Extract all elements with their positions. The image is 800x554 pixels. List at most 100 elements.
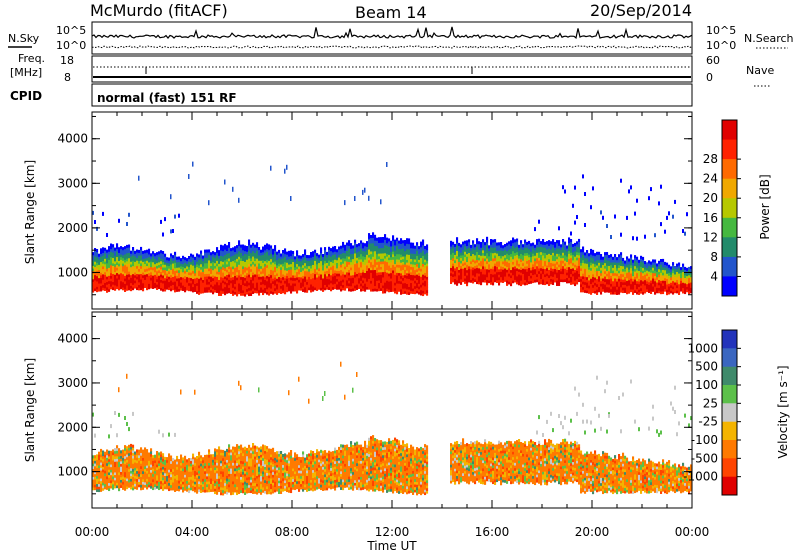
- echo-cell: [130, 258, 133, 262]
- echo-cell: [640, 258, 643, 262]
- colorbar-swatch: [722, 139, 737, 160]
- echo-cell: [484, 263, 487, 267]
- echo-cell: [486, 260, 489, 264]
- echo-cell: [172, 268, 175, 272]
- echo-cell: [424, 283, 427, 287]
- echo-cell: [178, 256, 181, 260]
- echo-cell: [402, 264, 405, 268]
- echo-cell: [328, 273, 331, 277]
- echo-cell: [190, 280, 193, 284]
- echo-cell: [118, 412, 120, 417]
- echo-cell: [612, 262, 615, 266]
- echo-cell: [590, 254, 593, 258]
- echo-cell: [426, 289, 429, 293]
- echo-cell: [546, 257, 549, 261]
- echo-cell: [396, 261, 399, 265]
- echo-cell: [226, 282, 229, 286]
- echo-cell: [470, 277, 473, 281]
- echo-cell: [360, 277, 363, 281]
- echo-cell: [360, 245, 363, 249]
- echo-cell: [252, 253, 255, 257]
- echo-cell: [150, 258, 153, 262]
- echo-cell: [286, 270, 289, 274]
- echo-cell: [248, 290, 251, 294]
- echo-cell: [368, 283, 371, 287]
- echo-cell: [470, 247, 473, 251]
- echo-cell: [388, 246, 391, 250]
- echo-cell: [530, 245, 533, 249]
- echo-cell: [488, 250, 491, 254]
- echo-cell: [498, 258, 501, 262]
- echo-cell: [102, 274, 105, 278]
- echo-cell: [388, 273, 391, 277]
- echo-cell: [374, 256, 377, 260]
- echo-cell: [570, 255, 573, 259]
- echo-cell: [352, 253, 355, 257]
- echo-cell: [116, 479, 119, 483]
- echo-cell: [350, 259, 353, 263]
- echo-cell: [402, 282, 405, 286]
- echo-cell: [92, 481, 95, 485]
- echo-cell: [360, 285, 363, 289]
- echo-cell: [92, 484, 95, 488]
- echo-cell: [582, 270, 585, 274]
- echo-cell: [570, 268, 573, 272]
- echo-cell: [546, 275, 549, 279]
- echo-cell: [240, 290, 243, 294]
- echo-cell: [540, 259, 543, 263]
- echo-cell: [278, 266, 281, 270]
- echo-cell: [166, 273, 169, 277]
- echo-cell: [578, 265, 581, 269]
- echo-cell: [466, 248, 469, 252]
- echo-cell: [174, 257, 177, 261]
- echo-cell: [238, 291, 241, 295]
- echo-cell: [136, 249, 139, 253]
- echo-cell: [570, 231, 572, 236]
- echo-cell: [622, 273, 625, 277]
- echo-cell: [666, 278, 669, 282]
- echo-cell: [180, 279, 183, 283]
- echo-cell: [490, 247, 493, 251]
- echo-cell: [588, 261, 591, 265]
- echo-cell: [138, 279, 141, 283]
- echo-cell: [626, 261, 629, 265]
- echo-cell: [342, 276, 345, 280]
- echo-cell: [104, 457, 107, 461]
- echo-cell: [668, 288, 671, 292]
- echo-cell: [98, 280, 101, 284]
- echo-cell: [622, 279, 625, 283]
- echo-cell: [94, 476, 97, 480]
- echo-cell: [682, 266, 685, 270]
- echo-cell: [376, 275, 379, 279]
- echo-cell: [322, 256, 325, 260]
- echo-cell: [364, 259, 367, 263]
- echo-cell: [358, 259, 361, 263]
- echo-cell: [228, 282, 231, 286]
- echo-cell: [96, 488, 99, 492]
- echo-cell: [638, 289, 641, 293]
- echo-cell: [686, 267, 689, 271]
- echo-cell: [178, 259, 181, 263]
- echo-cell: [392, 237, 395, 241]
- echo-cell: [454, 246, 457, 250]
- echo-cell: [102, 461, 105, 465]
- echo-cell: [600, 280, 603, 284]
- echo-cell: [326, 254, 329, 258]
- echo-cell: [574, 185, 576, 190]
- echo-cell: [644, 266, 647, 270]
- echo-cell: [546, 246, 549, 250]
- echo-cell: [202, 255, 205, 259]
- echo-cell: [210, 278, 213, 282]
- echo-cell: [340, 275, 343, 279]
- echo-cell: [218, 282, 221, 286]
- echo-cell: [536, 276, 539, 280]
- echo-cell: [126, 282, 129, 286]
- echo-cell: [658, 260, 661, 264]
- echo-cell: [306, 276, 309, 280]
- echo-cell: [592, 252, 595, 256]
- echo-cell: [334, 286, 337, 290]
- echo-cell: [510, 251, 513, 255]
- echo-cell: [682, 287, 685, 291]
- echo-cell: [164, 217, 166, 222]
- echo-cell: [192, 286, 195, 290]
